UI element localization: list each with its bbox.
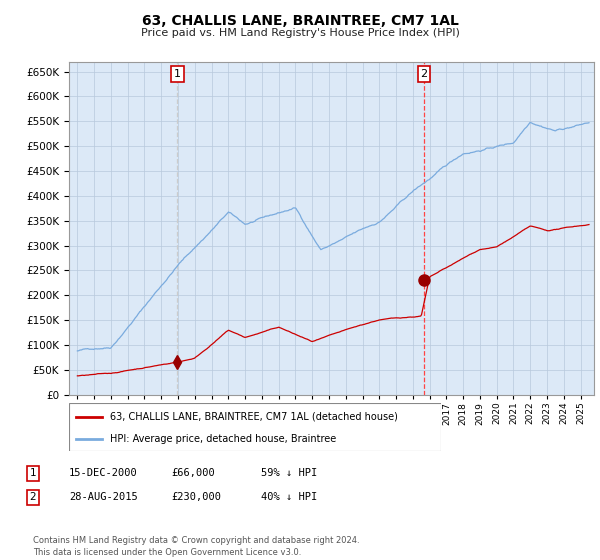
- Text: £66,000: £66,000: [171, 468, 215, 478]
- Text: Price paid vs. HM Land Registry's House Price Index (HPI): Price paid vs. HM Land Registry's House …: [140, 28, 460, 38]
- Text: 63, CHALLIS LANE, BRAINTREE, CM7 1AL (detached house): 63, CHALLIS LANE, BRAINTREE, CM7 1AL (de…: [110, 412, 398, 422]
- Text: 2: 2: [421, 69, 427, 79]
- Text: 59% ↓ HPI: 59% ↓ HPI: [261, 468, 317, 478]
- Text: Contains HM Land Registry data © Crown copyright and database right 2024.
This d: Contains HM Land Registry data © Crown c…: [33, 536, 359, 557]
- Text: £230,000: £230,000: [171, 492, 221, 502]
- Text: 2: 2: [29, 492, 37, 502]
- Text: 40% ↓ HPI: 40% ↓ HPI: [261, 492, 317, 502]
- Text: 1: 1: [29, 468, 37, 478]
- Text: 1: 1: [174, 69, 181, 79]
- FancyBboxPatch shape: [69, 403, 441, 451]
- Text: 28-AUG-2015: 28-AUG-2015: [69, 492, 138, 502]
- Text: 15-DEC-2000: 15-DEC-2000: [69, 468, 138, 478]
- Text: HPI: Average price, detached house, Braintree: HPI: Average price, detached house, Brai…: [110, 434, 336, 444]
- Text: 63, CHALLIS LANE, BRAINTREE, CM7 1AL: 63, CHALLIS LANE, BRAINTREE, CM7 1AL: [142, 14, 458, 28]
